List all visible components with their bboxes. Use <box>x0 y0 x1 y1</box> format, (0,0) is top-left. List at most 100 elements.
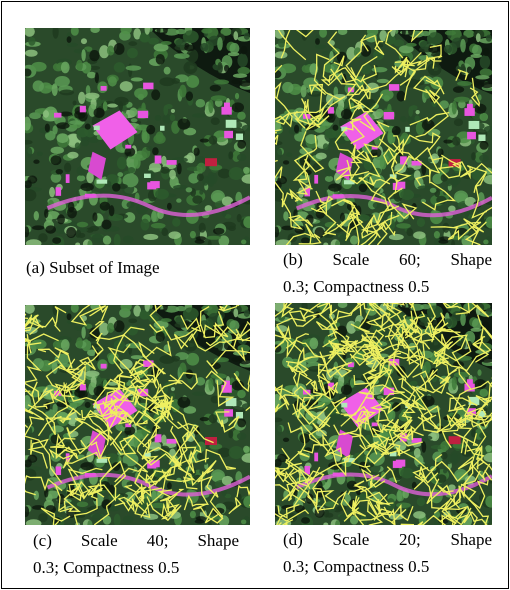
roof <box>143 83 153 90</box>
texture <box>179 85 186 98</box>
roof <box>125 145 131 149</box>
texture <box>442 223 449 233</box>
texture <box>207 236 221 240</box>
roof <box>333 473 344 477</box>
roof <box>94 126 100 131</box>
shadow <box>45 225 56 233</box>
shadow <box>80 462 93 470</box>
roof <box>167 439 177 444</box>
roof <box>54 113 61 118</box>
texture <box>414 448 421 458</box>
texture <box>217 37 223 51</box>
shadow <box>92 212 97 221</box>
texture <box>428 63 442 76</box>
roof <box>101 86 107 91</box>
roof <box>155 156 162 164</box>
texture <box>244 33 250 40</box>
roof <box>333 194 344 198</box>
texture <box>360 64 371 74</box>
roof <box>226 120 237 128</box>
image-original <box>25 28 250 245</box>
shadow <box>185 43 190 47</box>
texture <box>396 502 411 508</box>
shadow <box>340 213 345 222</box>
texture <box>430 211 443 225</box>
shadow <box>200 417 209 421</box>
shadow <box>112 462 120 471</box>
texture <box>480 389 489 397</box>
texture <box>361 98 375 107</box>
shadow <box>114 43 125 55</box>
texture <box>396 223 411 229</box>
texture <box>229 167 244 180</box>
image-segmented <box>25 305 250 525</box>
shadow <box>196 236 207 241</box>
texture <box>126 202 134 208</box>
texture <box>192 113 206 117</box>
texture <box>76 60 83 71</box>
texture <box>192 195 202 204</box>
shadow <box>301 237 310 244</box>
texture <box>241 240 246 245</box>
texture <box>171 109 175 113</box>
roof <box>449 436 461 444</box>
roof <box>144 174 151 178</box>
shadow <box>422 396 435 407</box>
texture <box>237 53 247 67</box>
texture <box>208 174 214 187</box>
texture <box>211 373 227 379</box>
shadow <box>85 124 91 130</box>
shadow <box>156 54 165 65</box>
caption-line: 0.3; Compactness 0.5 <box>33 554 239 581</box>
texture <box>452 137 461 146</box>
texture <box>283 211 288 220</box>
shadow <box>33 159 39 163</box>
texture <box>286 152 292 157</box>
texture <box>171 78 180 84</box>
texture <box>103 236 111 245</box>
texture <box>176 198 181 202</box>
texture <box>373 202 381 208</box>
texture <box>483 240 488 245</box>
texture <box>37 152 43 157</box>
texture <box>309 337 318 349</box>
shadow <box>67 313 72 320</box>
shadow <box>56 169 63 174</box>
roof <box>314 175 318 184</box>
texture <box>33 80 44 91</box>
texture <box>57 133 69 143</box>
shadow <box>177 163 182 174</box>
texture <box>85 371 100 377</box>
shadow <box>152 147 159 155</box>
texture <box>460 39 466 53</box>
texture <box>233 31 238 40</box>
texture <box>237 214 242 222</box>
texture <box>201 28 212 33</box>
shadow <box>124 147 135 156</box>
texture <box>211 117 220 125</box>
shadow <box>177 118 190 129</box>
shadow <box>146 125 155 135</box>
shadow <box>480 141 489 150</box>
texture <box>117 172 123 177</box>
roof <box>372 423 378 427</box>
caption-line: (a) Subset of Image <box>26 254 251 281</box>
texture <box>325 176 333 182</box>
texture <box>55 76 70 87</box>
texture <box>131 355 143 359</box>
texture <box>476 33 481 42</box>
caption: (b) Scale 60; Shape 0.3; Compactness 0.5 <box>283 246 492 300</box>
shadow <box>44 209 48 218</box>
caption-line: (c) Scale 40; Shape <box>33 527 239 554</box>
caption: (a) Subset of Image <box>26 254 251 281</box>
texture <box>417 218 425 227</box>
texture <box>28 37 35 46</box>
roof <box>150 181 159 188</box>
texture <box>413 231 426 239</box>
texture <box>200 43 208 52</box>
shadow <box>474 104 486 114</box>
texture <box>410 381 417 386</box>
shadow <box>240 46 247 55</box>
roof <box>464 108 474 116</box>
texture <box>470 54 482 58</box>
